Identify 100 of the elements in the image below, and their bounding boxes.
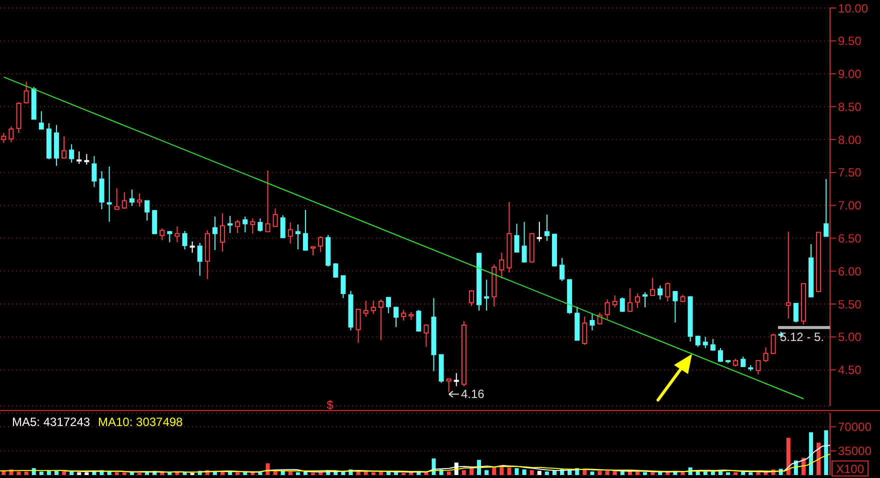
- bar: [114, 472, 119, 475]
- candlestick: [272, 208, 278, 227]
- bar: [280, 470, 285, 475]
- bar: [726, 472, 730, 475]
- candlestick: [793, 302, 798, 323]
- bar: [469, 468, 474, 475]
- candlestick: [363, 300, 368, 318]
- bar: [522, 469, 526, 475]
- annotation: MA10: 3037498: [98, 415, 184, 429]
- bar: [809, 432, 814, 475]
- candlestick: [582, 316, 588, 346]
- candlestick: [242, 216, 248, 233]
- bar: [296, 472, 300, 475]
- bar: [635, 472, 640, 475]
- candlestick: [763, 346, 768, 362]
- candlestick: [24, 81, 29, 104]
- bar: [446, 472, 451, 475]
- bar: [236, 472, 240, 475]
- candlestick: [288, 222, 293, 244]
- annotation: $: [326, 398, 334, 412]
- bar: [643, 472, 648, 475]
- bar: [70, 472, 74, 475]
- bar: [650, 472, 655, 475]
- candlestick: [786, 231, 791, 320]
- candlestick: [302, 209, 308, 252]
- candlestick: [190, 241, 195, 254]
- bar: [786, 438, 790, 475]
- candlestick: [672, 291, 678, 323]
- candlestick: [604, 298, 610, 320]
- candlestick: [642, 292, 648, 308]
- candlestick: [770, 333, 776, 355]
- candlestick: [590, 313, 595, 331]
- bar: [462, 470, 466, 475]
- candlestick: [182, 230, 188, 250]
- candlestick: [250, 218, 256, 234]
- candlestick: [627, 288, 632, 312]
- y-tick-label: 5.00: [838, 330, 862, 344]
- bar: [544, 472, 549, 475]
- bar: [703, 472, 708, 475]
- candlestick: [8, 126, 14, 143]
- bar: [288, 472, 292, 475]
- candlestick: [235, 219, 240, 234]
- candlestick: [514, 223, 520, 253]
- y-tick-label: 70000: [838, 420, 872, 434]
- annotation: 5.12 - 5.: [780, 330, 824, 344]
- bar: [24, 472, 28, 475]
- candlestick: [454, 372, 459, 387]
- candlestick: [69, 144, 74, 164]
- candlestick: [280, 214, 286, 239]
- bar: [364, 472, 368, 475]
- candlestick: [756, 359, 761, 375]
- candlestick: [174, 226, 180, 243]
- bar: [824, 430, 828, 475]
- candlestick: [740, 356, 746, 368]
- bar: [710, 472, 715, 475]
- candlestick: [658, 285, 663, 300]
- bar: [756, 472, 760, 475]
- candlestick: [106, 166, 112, 222]
- candlestick: [378, 298, 384, 341]
- bar: [507, 467, 512, 475]
- candlestick: [499, 252, 504, 279]
- candlestick: [92, 156, 97, 188]
- bar: [371, 472, 376, 475]
- bar: [816, 442, 821, 475]
- y-tick-label: 9.50: [838, 34, 862, 48]
- candlestick: [544, 214, 550, 242]
- candlestick: [228, 215, 233, 234]
- candlestick: [99, 170, 104, 210]
- y-tick-label: 8.00: [838, 132, 862, 147]
- y-tick-label: 7.50: [838, 166, 862, 180]
- candlestick: [129, 189, 134, 207]
- candlestick: [620, 296, 625, 312]
- bar: [620, 472, 624, 475]
- y-tick-label: 8.50: [838, 100, 862, 114]
- candlestick: [340, 275, 346, 299]
- candlestick: [386, 296, 391, 314]
- bar: [62, 472, 66, 475]
- bar: [612, 470, 617, 475]
- y-tick-label: 6.00: [838, 264, 862, 278]
- candlestick: [136, 193, 142, 208]
- candlestick: [522, 221, 527, 264]
- y-tick-label: 5.50: [838, 297, 862, 312]
- candlestick: [370, 300, 376, 314]
- candlestick: [160, 228, 165, 241]
- bar: [484, 470, 489, 475]
- candlestick: [265, 170, 270, 232]
- candlestick: [122, 192, 127, 210]
- text: X100: [836, 462, 864, 476]
- candlestick: [634, 293, 640, 308]
- bar: [734, 472, 738, 475]
- bar: [748, 472, 753, 475]
- candlestick: [560, 257, 565, 282]
- bar: [243, 472, 248, 475]
- candlestick: [468, 290, 474, 307]
- candlestick: [695, 336, 700, 348]
- bar: [530, 470, 534, 475]
- candlestick: [394, 306, 399, 328]
- bar: [46, 470, 51, 475]
- candlestick: [446, 378, 452, 393]
- bar: [122, 472, 126, 475]
